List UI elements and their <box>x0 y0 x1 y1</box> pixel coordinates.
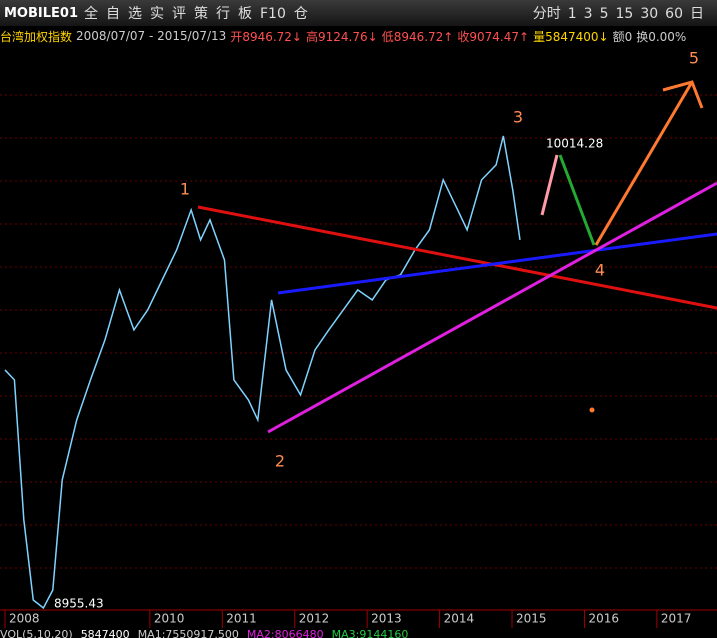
annotation: 1 <box>180 180 190 199</box>
annotation: 2 <box>275 452 285 471</box>
price-line <box>4 135 521 610</box>
x-tick-label: 2017 <box>661 612 692 626</box>
trend-red <box>197 205 717 310</box>
annotation: 8955.43 <box>54 597 104 611</box>
toolbar-button[interactable]: 仓 <box>293 6 308 22</box>
x-tick-label: 2014 <box>444 612 475 626</box>
annotation: 5 <box>689 49 699 68</box>
buttons: 全自选实评策行板 F10 仓 <box>84 3 316 23</box>
toolbar-button[interactable]: 全 <box>84 6 98 22</box>
periods: 分时 1 3 5 15 30 60 日 <box>533 3 711 23</box>
annotation: 4 <box>595 261 605 280</box>
wave-orange <box>594 81 694 246</box>
toolbar-button[interactable]: 评 <box>172 6 186 22</box>
logo: MOBILE01 <box>4 5 78 21</box>
toolbar-button[interactable]: 自 <box>106 6 120 22</box>
toolbar-button[interactable]: 板 <box>238 6 252 22</box>
x-tick-label: 2010 <box>154 612 185 626</box>
period-button[interactable]: 日 <box>690 6 704 22</box>
open: 开8946.72↓ <box>230 29 302 44</box>
x-tick-label: 2012 <box>299 612 330 626</box>
x-tick-label: 2013 <box>371 612 402 626</box>
close: 收9074.47↑ <box>457 29 530 44</box>
toolbar-button[interactable]: F10 <box>260 6 286 22</box>
toolbar-button[interactable]: 选 <box>128 6 142 22</box>
x-tick-label: 2016 <box>588 612 619 626</box>
x-tick-label: 2011 <box>226 612 257 626</box>
toolbar-button[interactable]: 策 <box>194 6 208 22</box>
toolbar-button[interactable]: 实 <box>150 6 164 22</box>
x-tick-label: 2008 <box>9 612 40 626</box>
footer: VOL(5,10,20) 5847400 MA1:7550917.500 MA2:80… <box>0 628 408 638</box>
footer-item: VOL(5,10,20) <box>0 628 73 638</box>
period-button[interactable]: 15 <box>615 6 634 22</box>
period-button[interactable]: 1 <box>567 6 577 22</box>
arrow-head <box>662 80 704 109</box>
turnover: 换0.00% <box>636 29 687 44</box>
wave-green <box>558 154 596 246</box>
volume: 量5847400↓ <box>533 29 609 44</box>
trend-blue <box>277 232 717 295</box>
index-name: 台湾加权指数 <box>0 29 73 44</box>
period-button[interactable]: 分时 <box>532 6 561 22</box>
footer-item: MA1:7550917.500 <box>137 628 239 638</box>
toolbar: MOBILE01 全自选实评策行板 F10 仓 分时 1 3 5 15 30 60 日 <box>0 0 717 26</box>
period-button[interactable]: 30 <box>640 6 659 22</box>
toolbar-button[interactable]: 行 <box>216 6 230 22</box>
trend-magenta <box>267 181 717 434</box>
info-bar: 台湾加权指数 2008/07/07 - 2015/07/13 开8946.72↓… <box>0 27 717 45</box>
trend-lines <box>197 80 717 434</box>
high: 高9124.76↓ <box>306 29 378 44</box>
annotation: 10014.28 <box>546 137 603 151</box>
x-tick-label: 2015 <box>516 612 547 626</box>
footer-item: MA3:9144160 <box>331 628 409 638</box>
amount: 额0 <box>612 29 633 44</box>
series-layer <box>4 135 521 610</box>
period-button[interactable]: 5 <box>599 6 609 22</box>
annotation: 3 <box>513 108 523 127</box>
footer-item: MA2:8066480 <box>246 628 324 638</box>
period-button[interactable]: 3 <box>583 6 593 22</box>
date-range: 2008/07/07 - 2015/07/13 <box>76 29 227 43</box>
wave-pink <box>540 154 559 216</box>
period-button[interactable]: 60 <box>665 6 683 22</box>
low: 低8946.72↑ <box>381 29 454 44</box>
dot <box>589 407 595 413</box>
footer-item: 5847400 <box>80 628 130 638</box>
